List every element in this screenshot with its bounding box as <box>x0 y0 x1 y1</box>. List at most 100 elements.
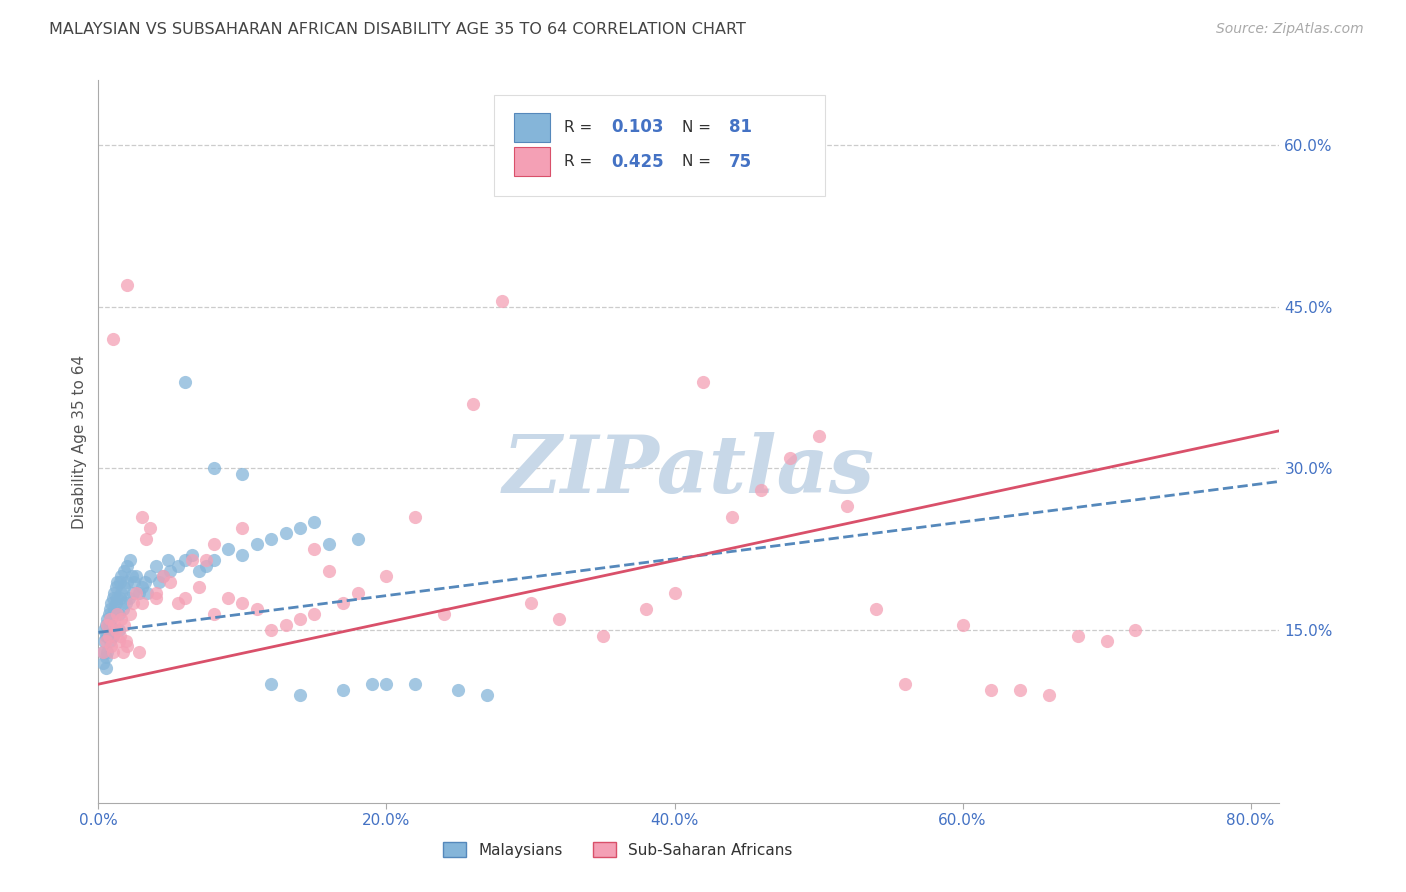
Point <box>110 569 132 583</box>
Point <box>865 601 887 615</box>
Y-axis label: Disability Age 35 to 64: Disability Age 35 to 64 <box>72 354 87 529</box>
Point <box>97 629 120 643</box>
Point <box>749 483 772 497</box>
Point <box>173 591 195 605</box>
Point <box>231 521 253 535</box>
Point <box>111 645 134 659</box>
Point <box>96 618 118 632</box>
Point <box>94 634 117 648</box>
Point <box>491 294 513 309</box>
Point <box>519 596 541 610</box>
Legend: Malaysians, Sub-Saharan Africans: Malaysians, Sub-Saharan Africans <box>437 836 799 863</box>
Point <box>260 677 283 691</box>
Point <box>318 564 340 578</box>
Point <box>692 376 714 390</box>
Point <box>231 467 253 481</box>
Point <box>332 682 354 697</box>
Point <box>166 596 188 610</box>
Point <box>107 624 129 638</box>
Point <box>104 624 127 638</box>
Point <box>894 677 917 691</box>
FancyBboxPatch shape <box>515 112 550 142</box>
Point <box>131 510 153 524</box>
Point <box>94 618 117 632</box>
Point <box>145 585 167 599</box>
Point <box>1125 624 1147 638</box>
Text: N =: N = <box>682 154 716 169</box>
Point <box>93 624 115 638</box>
Point <box>101 607 124 621</box>
Point <box>375 677 398 691</box>
Point <box>104 596 127 610</box>
Point <box>105 607 128 621</box>
Point <box>288 688 311 702</box>
Point <box>1067 629 1090 643</box>
Point <box>98 618 121 632</box>
Point <box>107 634 129 648</box>
Point <box>980 682 1002 697</box>
Point <box>217 542 239 557</box>
Text: 0.425: 0.425 <box>612 153 664 171</box>
Point <box>105 591 128 605</box>
FancyBboxPatch shape <box>515 147 550 177</box>
Point <box>91 645 114 659</box>
Point <box>101 629 124 643</box>
Point <box>115 640 138 654</box>
Point <box>101 591 124 605</box>
Point <box>131 596 153 610</box>
Point <box>103 618 125 632</box>
Text: MALAYSIAN VS SUBSAHARAN AFRICAN DISABILITY AGE 35 TO 64 CORRELATION CHART: MALAYSIAN VS SUBSAHARAN AFRICAN DISABILI… <box>49 22 747 37</box>
Point <box>202 461 225 475</box>
Point <box>202 537 225 551</box>
Point <box>404 677 426 691</box>
Point <box>217 591 239 605</box>
Point <box>120 553 142 567</box>
Point <box>135 532 157 546</box>
Text: R =: R = <box>564 120 598 135</box>
Point <box>108 591 131 605</box>
Point <box>122 596 145 610</box>
Point <box>96 645 118 659</box>
Point <box>136 585 159 599</box>
Point <box>125 585 148 599</box>
Point <box>96 612 118 626</box>
Point <box>231 596 253 610</box>
Point <box>246 537 269 551</box>
Point <box>112 618 135 632</box>
Point <box>404 510 426 524</box>
Point <box>181 553 204 567</box>
Point <box>98 612 121 626</box>
Point <box>145 591 167 605</box>
Point <box>304 516 326 530</box>
Point <box>120 607 142 621</box>
Text: 0.103: 0.103 <box>612 119 664 136</box>
Point <box>837 500 859 514</box>
Point <box>231 548 253 562</box>
Point <box>260 624 283 638</box>
Point <box>111 601 134 615</box>
Point <box>128 585 150 599</box>
Point <box>114 596 136 610</box>
Point <box>100 612 122 626</box>
Text: 75: 75 <box>730 153 752 171</box>
Point <box>152 569 174 583</box>
Point <box>122 585 145 599</box>
Point <box>159 564 181 578</box>
Point <box>93 634 115 648</box>
Point <box>332 596 354 610</box>
Point <box>260 532 283 546</box>
Point <box>108 629 131 643</box>
Point <box>548 612 571 626</box>
Point <box>173 376 195 390</box>
Point <box>100 596 122 610</box>
Point <box>952 618 974 632</box>
Point <box>433 607 456 621</box>
Point <box>110 585 132 599</box>
Point <box>1010 682 1032 697</box>
Point <box>634 601 657 615</box>
Point <box>103 601 125 615</box>
Point <box>807 429 830 443</box>
Point <box>128 645 150 659</box>
Point <box>96 629 118 643</box>
Point <box>112 580 135 594</box>
